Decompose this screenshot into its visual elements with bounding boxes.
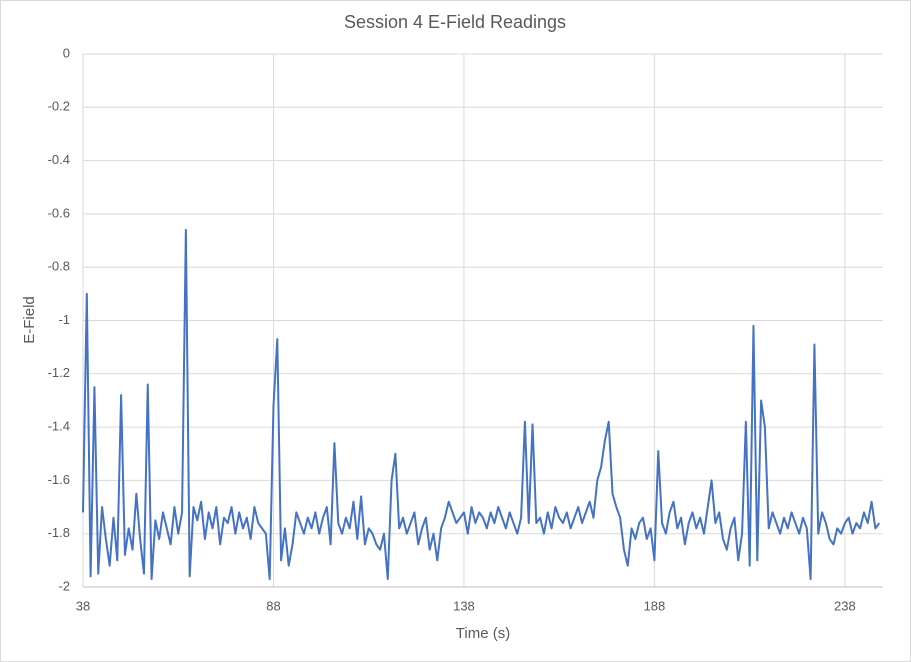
data-line	[82, 228, 881, 580]
x-tick-label: 38	[76, 598, 90, 613]
y-axis-label: E-Field	[21, 296, 38, 344]
y-tick-label: -1.6	[48, 472, 70, 487]
x-tick-label: 188	[644, 598, 666, 613]
y-tick-label: -1.8	[48, 525, 70, 540]
y-tick-label: -0.8	[48, 259, 70, 274]
y-tick-label: -1	[58, 312, 70, 327]
y-tick-label: -0.4	[48, 152, 70, 167]
y-tick-label: -0.6	[48, 205, 70, 220]
y-tick-label: -1.4	[48, 419, 70, 434]
x-tick-label: 138	[453, 598, 475, 613]
x-tick-label: 88	[266, 598, 280, 613]
y-tick-label: -1.2	[48, 365, 70, 380]
y-tick-label: 0	[63, 45, 70, 60]
chart-title: Session 4 E-Field Readings	[344, 12, 566, 32]
y-tick-label: -0.2	[48, 99, 70, 114]
y-tick-label: -2	[58, 578, 70, 593]
x-axis-label: Time (s)	[456, 625, 510, 642]
x-tick-label: 238	[834, 598, 856, 613]
